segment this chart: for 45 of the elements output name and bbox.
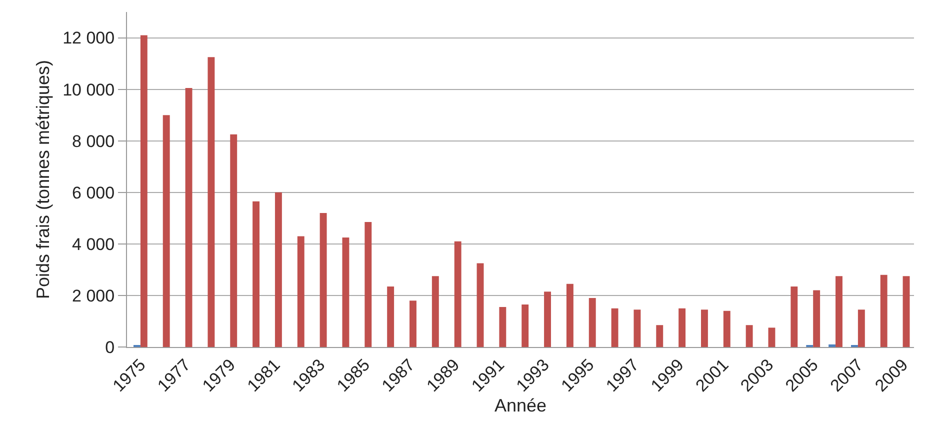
y-axis-title: Poids frais (tonnes métriques): [32, 60, 53, 300]
y-tick-label: 4 000: [72, 234, 115, 254]
bar: [230, 134, 238, 347]
bar: [880, 274, 888, 347]
bar: [297, 236, 304, 347]
bar: [342, 237, 350, 347]
y-tick-label: 0: [105, 338, 115, 357]
bar: [828, 344, 836, 347]
bar: [858, 310, 865, 347]
bar: [252, 201, 260, 347]
bar: [902, 276, 910, 347]
bar: [208, 57, 215, 347]
bar: [140, 35, 148, 347]
x-axis-title: Année: [494, 396, 547, 416]
bar: [274, 192, 282, 347]
bar: [678, 308, 686, 347]
bar: [566, 284, 574, 347]
bar: [454, 241, 462, 347]
bar: [723, 310, 730, 347]
bar: [476, 263, 484, 347]
bar: [410, 300, 416, 347]
bar: [768, 328, 776, 347]
bar: [611, 308, 618, 347]
bar: [790, 286, 798, 347]
bar: [588, 298, 596, 347]
y-tick-label: 2 000: [72, 286, 115, 306]
bar: [746, 325, 753, 347]
bar: [836, 276, 842, 347]
y-tick-label: 8 000: [72, 132, 115, 151]
bar: [162, 115, 170, 347]
bar: [656, 325, 664, 347]
bar: [432, 276, 439, 347]
bar: [499, 307, 506, 347]
bar: [387, 286, 394, 347]
y-tick-label: 12 000: [62, 28, 115, 48]
bar: [364, 222, 372, 347]
bar: [544, 292, 551, 347]
bar: [813, 290, 820, 347]
bar: [320, 213, 327, 347]
bar: [522, 304, 529, 347]
bar: [700, 310, 708, 347]
bar: [185, 88, 192, 347]
y-tick-label: 6 000: [72, 183, 115, 202]
bar: [634, 310, 641, 347]
y-tick-label: 10 000: [62, 80, 115, 100]
